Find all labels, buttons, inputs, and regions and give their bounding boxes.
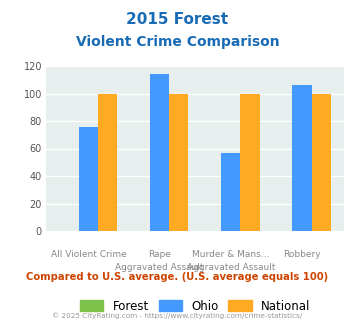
Bar xyxy=(150,74,169,231)
Text: Murder & Mans...: Murder & Mans... xyxy=(192,250,269,259)
Text: Robbery: Robbery xyxy=(283,250,321,259)
Legend: Forest, Ohio, National: Forest, Ohio, National xyxy=(80,300,311,313)
Bar xyxy=(312,93,331,231)
Text: Violent Crime Comparison: Violent Crime Comparison xyxy=(76,35,279,49)
Text: Aggravated Assault: Aggravated Assault xyxy=(187,263,275,272)
Text: © 2025 CityRating.com - https://www.cityrating.com/crime-statistics/: © 2025 CityRating.com - https://www.city… xyxy=(53,312,302,318)
Bar xyxy=(79,126,98,231)
Bar xyxy=(221,152,240,231)
Text: Aggravated Assault: Aggravated Assault xyxy=(115,263,204,272)
Bar xyxy=(240,93,260,231)
Text: All Violent Crime: All Violent Crime xyxy=(51,250,126,259)
Bar xyxy=(169,93,189,231)
Text: 2015 Forest: 2015 Forest xyxy=(126,12,229,26)
Bar xyxy=(293,85,312,231)
Text: Compared to U.S. average. (U.S. average equals 100): Compared to U.S. average. (U.S. average … xyxy=(26,272,329,282)
Bar xyxy=(98,93,118,231)
Text: Rape: Rape xyxy=(148,250,171,259)
